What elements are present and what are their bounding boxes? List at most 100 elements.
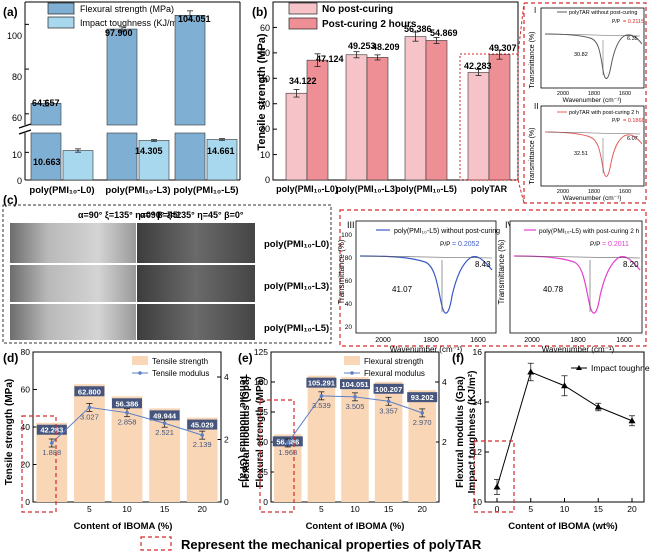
e-modulus-label: 3.505	[346, 402, 365, 411]
f-xlabel: Content of IBOMA (wt%)	[508, 521, 617, 532]
d-bar-label-box	[74, 386, 105, 397]
ftir-iii-xlabel: Wavenumber (cm⁻¹)	[390, 345, 463, 354]
a-label-flex-l3: 97.900	[105, 28, 133, 38]
ftir-iii: III Transmittance (%) poly(PMI₁₀-L5) wit…	[337, 220, 500, 354]
e-modulus-point	[286, 441, 290, 445]
d-legend-line-marker	[138, 371, 142, 375]
b-xlabel-l0: poly(PMI₁₀-L0)	[276, 184, 338, 194]
a-bar-flexural-top	[106, 28, 138, 126]
c-header-left: α=90° ξ=135° η=0° β=45°	[78, 210, 182, 220]
callout-line-1	[517, 2, 525, 55]
a-bar-flexural-bottom	[106, 132, 138, 181]
ftir-iii-ytick-80: 80	[345, 255, 353, 262]
e-chart-marks: 02550751001252456.386105.291104.051100.2…	[254, 347, 447, 514]
ftir-iii-roman: III	[347, 220, 355, 230]
e-legend-bar-swatch	[344, 356, 360, 365]
ftir-ii-ylabel: Transmittance (%)	[529, 128, 536, 185]
f-ytick-label: 10	[473, 497, 483, 507]
ftir-iv-xlabel: Wavenumber (cm⁻¹)	[542, 345, 615, 354]
a-ytick-80: 80	[12, 72, 22, 82]
c-photo-l0-right	[137, 223, 255, 263]
b-plot-frame	[272, 1, 519, 181]
a-xlabel-l0: poly(PMI₁₀-L0)	[29, 185, 94, 196]
e-ytick-label: 100	[254, 377, 268, 387]
f-point	[493, 483, 501, 490]
caption-text: Represent the mechanical properties of p…	[181, 537, 482, 552]
panel-c: (c) α=90° ξ=135° η=0° β=45° α=90° ξ=135°…	[2, 193, 332, 344]
ftir-ii-baseline	[547, 131, 641, 135]
b-ytick-40: 40	[260, 74, 270, 84]
ftir-i-legend: polyTAR without post-curing	[569, 10, 637, 16]
ftir-ii-xtick-2000: 2000	[557, 189, 569, 195]
b-bar-nopost	[404, 36, 427, 181]
panel-d: a (d) Tensile strength (MPa) Tensile mod…	[3, 347, 248, 532]
ftir-iv-xtick-2000: 2000	[524, 337, 540, 344]
ftir-iv-ylabel: Transmittance (%)	[497, 239, 506, 304]
ftir-iii-ytick-100: 100	[341, 232, 352, 239]
e-y2tick-label: 4	[442, 377, 447, 387]
ftir-iv-xtick-1800: 1800	[570, 337, 586, 344]
ftir-iii-xtick-1600: 1600	[470, 337, 486, 344]
e-bar-label-box	[373, 383, 404, 394]
d-bar	[36, 422, 68, 502]
f-ylabel: Impact toughness (KJ/m²)	[467, 371, 478, 494]
ftir-iii-xtick-1800: 1800	[423, 337, 439, 344]
b-ytick-50: 50	[260, 48, 270, 58]
ftir-i-ratio: = 0.2115	[623, 19, 644, 25]
panel-e: (e) Flexural strength (MPa) Flexural mod…	[238, 347, 447, 532]
b-bar-nopost	[467, 72, 490, 181]
ftir-iii-b: 8.43	[475, 260, 491, 269]
e-bar	[408, 390, 436, 502]
e-polytar-highlight	[259, 399, 295, 513]
d-bar	[186, 417, 218, 502]
panel-c-label: (c)	[3, 193, 18, 207]
e-modulus-point	[353, 395, 357, 399]
b-bar-post	[366, 57, 389, 181]
a-bar-impact	[206, 139, 238, 181]
d-xtick-label: 15	[160, 504, 170, 514]
d-bar-label: 42.283	[40, 426, 63, 435]
a-bar-flexural-bottom	[30, 132, 62, 181]
ftir-i: I Transmittance (%) polyTAR without post…	[529, 6, 645, 104]
b-bar-post	[488, 54, 511, 181]
a-label-impact-l3: 14.305	[135, 146, 163, 156]
d-bar-label-box	[36, 424, 67, 435]
d-legend-line: Tensile modulus	[152, 369, 209, 378]
f-xtick-label: 10	[560, 504, 570, 514]
d-y2tick-label: 4	[224, 372, 229, 382]
legend-impact-label: Impact toughness (KJ/m²)	[80, 18, 183, 28]
e-xtick-label: 5	[319, 504, 324, 514]
b-ytick-20: 20	[260, 124, 270, 134]
b-ytick-10: 10	[260, 150, 270, 160]
d-modulus-label: 2.858	[118, 418, 137, 427]
c-row-l0: poly(PMI₁₀-L0)	[264, 239, 329, 250]
c-row-l5: poly(PMI₁₀-L5)	[264, 323, 329, 334]
f-legend: Impact toughness	[591, 363, 650, 373]
ftir-i-xtick-1800: 1800	[588, 91, 600, 97]
e-modulus-point	[386, 399, 391, 404]
c-photo-l5-right	[137, 304, 255, 340]
ftir-i-ylabel: Transmittance (%)	[529, 32, 536, 89]
ftir-iii-ratio-symbol: P/P	[440, 241, 450, 248]
ftir-ii-frame	[540, 105, 645, 187]
e-bar-label-box	[340, 379, 370, 390]
ftir-iii-ytick-60: 60	[345, 278, 353, 285]
ftir-i-baseline	[547, 33, 641, 37]
ftir-iv-legend: poly(PMI₁₀-L5) with post-curing 2 h	[539, 228, 640, 235]
ftir-box-i-ii: I Transmittance (%) polyTAR without post…	[517, 2, 647, 204]
caption-dashed-swatch	[140, 536, 172, 551]
f-plot-frame	[484, 351, 645, 503]
ftir-i-ratio-symbol: P/P	[612, 19, 621, 25]
b-label-polytar-nopost: 42.283	[464, 61, 492, 71]
e-xtick-label: 20	[417, 504, 427, 514]
b-label-l5-post: 54.869	[430, 28, 458, 38]
a-label-impact-l0: 10.663	[33, 157, 61, 167]
ftir-ii: II Transmittance (%) polyTAR with post-c…	[529, 102, 645, 202]
d-ytick-label: 80	[21, 347, 31, 357]
e-y2tick-label: 2	[442, 437, 447, 447]
ftir-i-xtick-2000: 2000	[557, 91, 569, 97]
b-label-l3-post: 48.209	[372, 42, 400, 52]
e-xtick-label: 15	[384, 504, 394, 514]
ftir-i-a: 30.82	[574, 52, 588, 58]
